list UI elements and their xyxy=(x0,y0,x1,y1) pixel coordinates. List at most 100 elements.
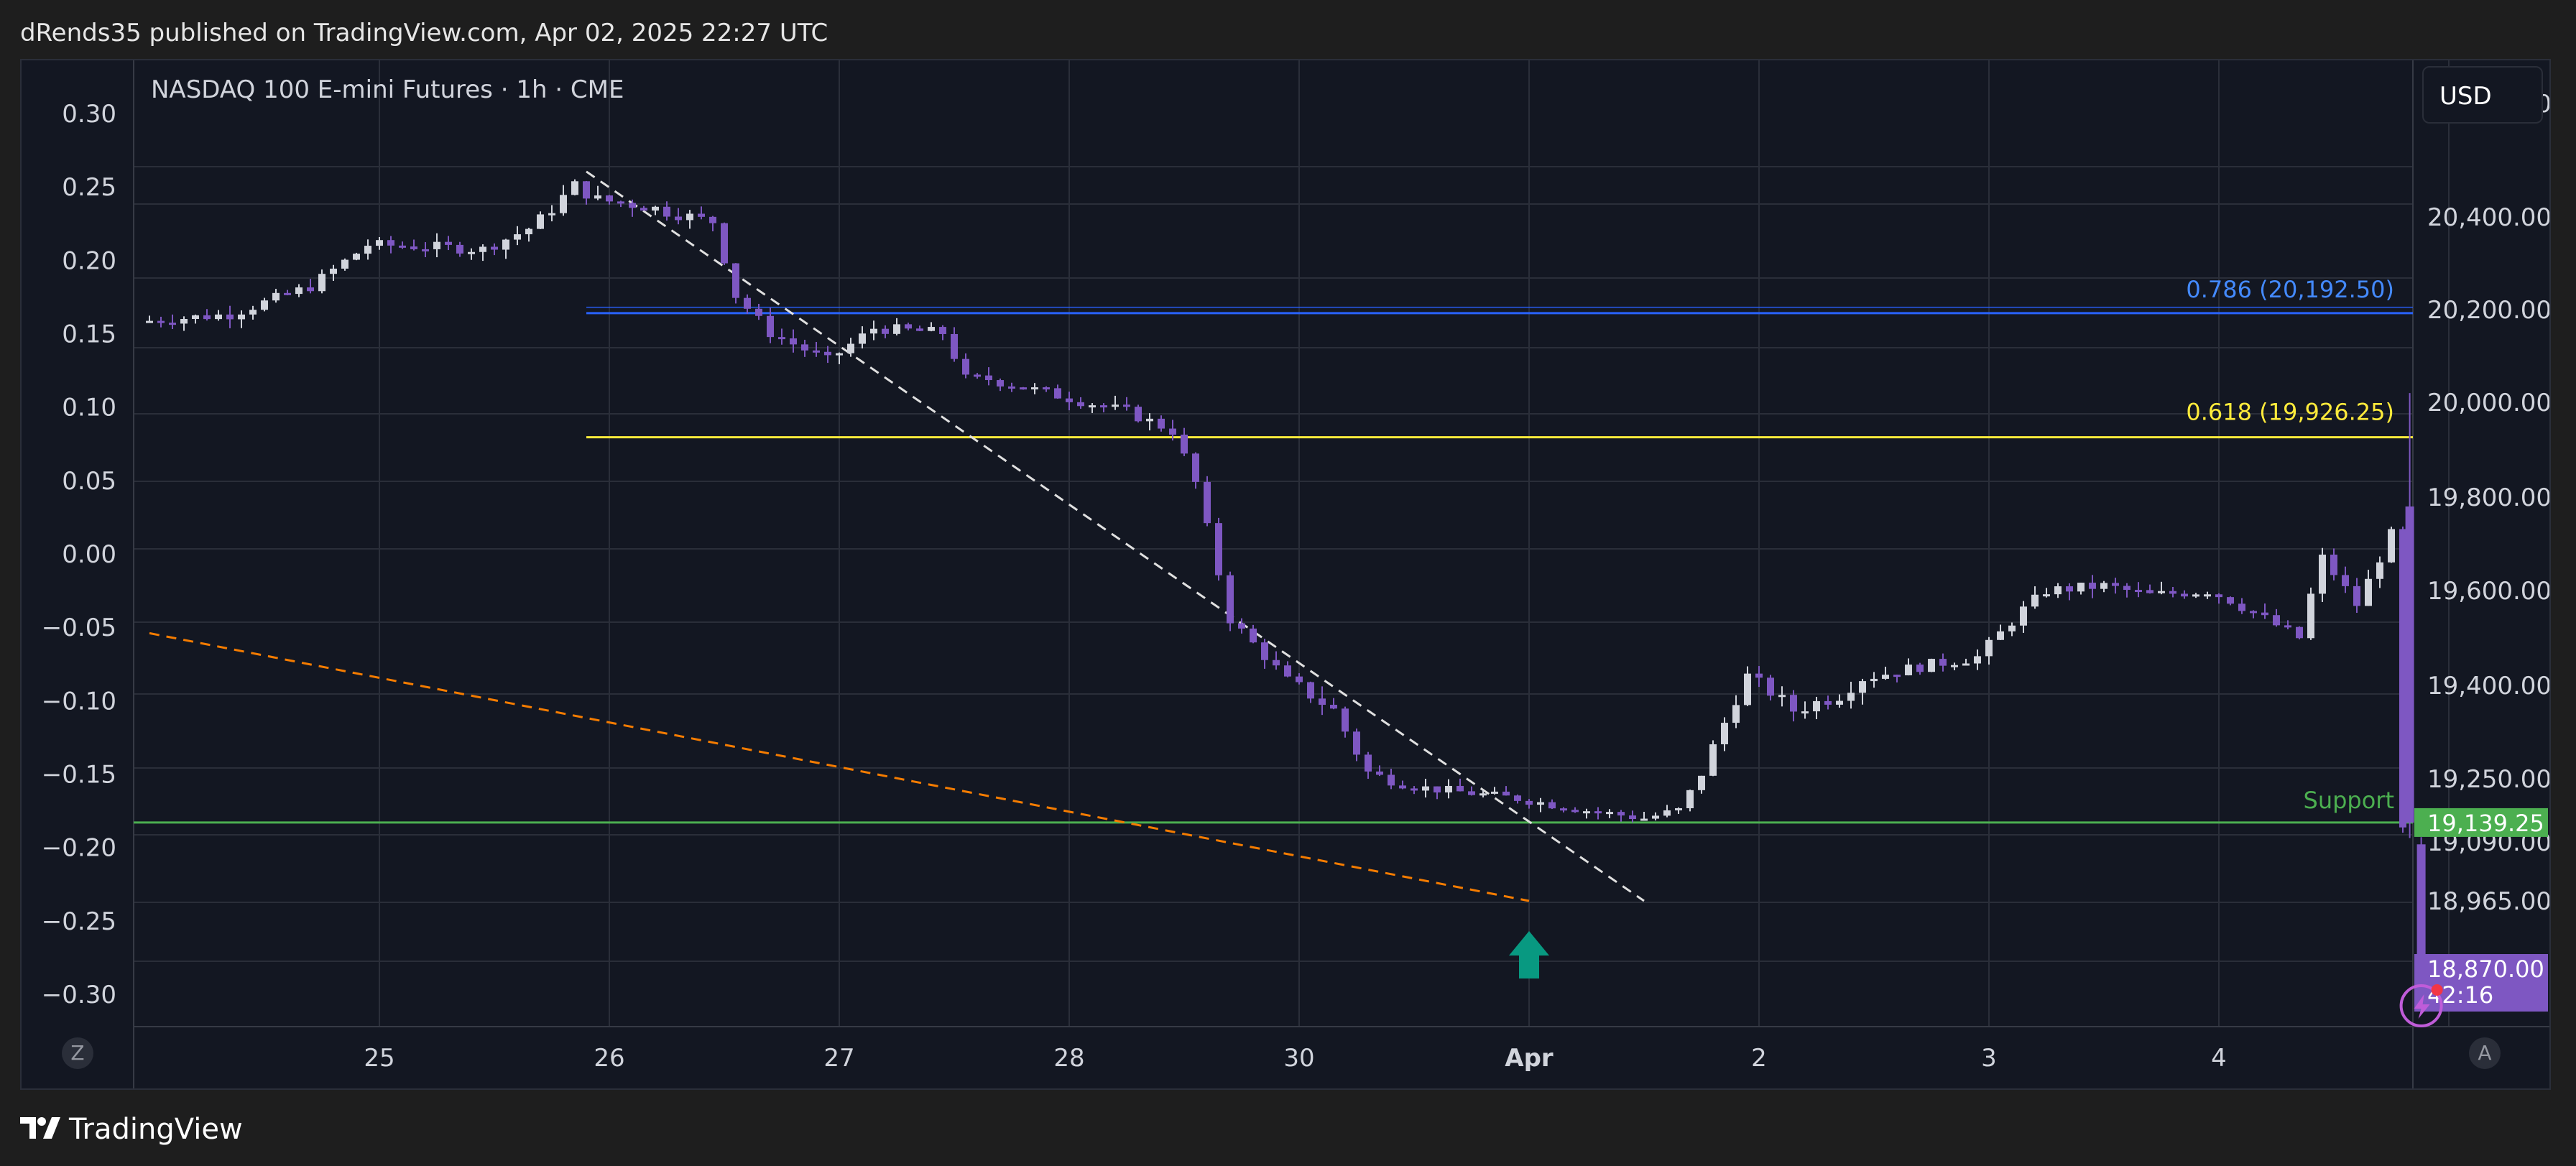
candle-body xyxy=(617,201,624,204)
candle-body xyxy=(238,314,245,320)
candle-body xyxy=(675,216,682,221)
candle-body xyxy=(1376,771,1383,775)
candle-body xyxy=(1204,481,1211,524)
left-axis-tick: −0.25 xyxy=(42,907,116,936)
candle-body xyxy=(1135,407,1142,422)
candle-body xyxy=(1951,665,1958,667)
x-axis-tick: 25 xyxy=(364,1044,394,1073)
candle-body xyxy=(1399,785,1406,789)
footer-brand-label: TradingView xyxy=(69,1113,243,1146)
publish-header: dRends35 published on TradingView.com, A… xyxy=(20,19,828,47)
candle-body xyxy=(2376,562,2383,579)
left-axis-tick: 0.05 xyxy=(62,467,116,496)
candle-body xyxy=(2261,612,2268,616)
candle-body xyxy=(928,327,935,331)
candle-body xyxy=(2330,554,2337,575)
candle-body xyxy=(272,292,280,301)
crash-candle-body xyxy=(2416,844,2426,966)
candle-body xyxy=(2135,590,2142,593)
candle-body xyxy=(1445,785,1452,793)
corner-z-button[interactable]: Z xyxy=(62,1037,93,1069)
candle-body xyxy=(422,249,429,251)
up-arrow-marker xyxy=(1509,931,1549,978)
candle-body xyxy=(939,327,946,334)
right-axis-tick: 20,200.00 xyxy=(2427,296,2549,325)
currency-button[interactable]: USD xyxy=(2422,66,2543,124)
candle-body xyxy=(813,350,820,353)
left-axis-tick: −0.10 xyxy=(42,687,116,716)
right-axis-tick: 19,800.00 xyxy=(2427,483,2549,512)
candle-body xyxy=(1870,678,1878,682)
price-chart[interactable]: 0.30 0.25 0.20 0.15 0.10 0.05 0.00 −0.05 −0.10 −0… xyxy=(22,60,2549,1088)
left-axis-tick: 0.10 xyxy=(62,394,116,422)
candle-body xyxy=(1054,388,1061,399)
candle-body xyxy=(1594,811,1602,814)
candle-body xyxy=(698,213,705,217)
candle-body xyxy=(341,259,348,269)
candle-body xyxy=(1721,723,1728,744)
candle-body xyxy=(1928,659,1935,672)
candle-body xyxy=(2146,590,2153,593)
candle-body xyxy=(1824,700,1832,705)
candle-body xyxy=(1859,681,1866,693)
candle-body xyxy=(1020,387,1027,390)
candle-body xyxy=(606,195,613,202)
spike-candle-body xyxy=(2405,506,2414,823)
candle-body xyxy=(2296,626,2303,639)
candle-body xyxy=(1744,673,1751,705)
candle-body xyxy=(2089,583,2096,589)
candle-body xyxy=(2273,615,2280,626)
corner-a-button[interactable]: A xyxy=(2469,1037,2501,1069)
candle-body xyxy=(146,320,153,323)
candle-body xyxy=(249,310,257,315)
candle-body xyxy=(1330,705,1337,709)
candle-body xyxy=(2031,594,2039,607)
candle-body xyxy=(1698,775,1705,790)
candle-body xyxy=(997,380,1004,387)
candle-body xyxy=(1916,665,1924,672)
candle-body xyxy=(1778,695,1786,698)
candle-body xyxy=(525,228,532,235)
candle-body xyxy=(870,328,877,334)
white_dashed-trendline xyxy=(586,170,1645,902)
left-axis-tick: −0.05 xyxy=(42,614,116,642)
candle-body xyxy=(2319,554,2326,594)
candle-body xyxy=(2342,575,2349,586)
lightning-icon xyxy=(2399,984,2443,1027)
candle-body xyxy=(387,240,394,246)
tradingview-logo-icon xyxy=(20,1111,60,1148)
candle-body xyxy=(2388,529,2395,563)
candle-body xyxy=(1767,677,1774,696)
candle-body xyxy=(1468,791,1475,795)
last-price-value: 18,870.00 xyxy=(2427,956,2544,983)
candle-body xyxy=(801,344,808,351)
left-axis-tick: −0.20 xyxy=(42,834,116,863)
candle-body xyxy=(307,287,314,292)
candle-body xyxy=(1123,404,1130,407)
candle-body xyxy=(882,328,889,334)
candle-body xyxy=(2238,603,2245,611)
candle-body xyxy=(755,308,762,316)
candle-body xyxy=(445,241,452,245)
candle-body xyxy=(2284,625,2291,628)
chart-frame[interactable]: 0.30 0.25 0.20 0.15 0.10 0.05 0.00 −0.05 −0.10 −0… xyxy=(20,59,2551,1090)
candle-body xyxy=(1342,708,1349,732)
orange_dashed-trendline xyxy=(149,631,1530,902)
candle-body xyxy=(686,213,693,221)
candle-body xyxy=(491,246,498,250)
candle-body xyxy=(721,223,728,264)
candle-body xyxy=(2227,597,2234,604)
candle-body xyxy=(1296,676,1303,683)
candle-body xyxy=(1801,711,1809,714)
candle-body xyxy=(652,206,659,211)
candle-body xyxy=(399,245,406,248)
candle-body xyxy=(594,195,601,199)
candle-body xyxy=(1847,693,1855,701)
candle-body xyxy=(744,297,751,309)
candle-body xyxy=(893,324,900,334)
candle-body xyxy=(261,300,268,310)
candle-body xyxy=(1227,575,1234,624)
candle-body xyxy=(456,244,463,254)
candle-body xyxy=(2192,594,2199,597)
support-price-tag-label: 19,139.25 xyxy=(2427,810,2544,837)
